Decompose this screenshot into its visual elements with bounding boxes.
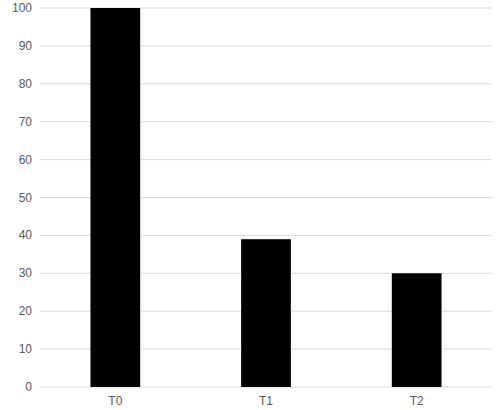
y-tick-label: 10 [19, 342, 33, 356]
bar [90, 8, 140, 387]
bar [392, 273, 442, 387]
y-tick-label: 90 [19, 39, 33, 53]
bars [90, 8, 441, 387]
grid [40, 8, 492, 387]
x-tick-label: T0 [108, 394, 122, 408]
y-tick-label: 60 [19, 153, 33, 167]
y-tick-label: 80 [19, 77, 33, 91]
chart-svg: 0 10 20 30 40 50 60 70 80 90 100 T0 T1 T2 [0, 0, 500, 410]
y-tick-label: 100 [12, 1, 32, 15]
chart-container: 0 10 20 30 40 50 60 70 80 90 100 T0 T1 T2 [0, 0, 500, 410]
y-tick-label: 20 [19, 304, 33, 318]
x-tick-label: T1 [259, 394, 273, 408]
y-tick-label: 70 [19, 115, 33, 129]
y-tick-label: 0 [25, 380, 32, 394]
y-tick-label: 40 [19, 228, 33, 242]
y-tick-label: 50 [19, 191, 33, 205]
y-tick-label: 30 [19, 266, 33, 280]
x-tick-label: T2 [410, 394, 424, 408]
bar [241, 239, 291, 387]
